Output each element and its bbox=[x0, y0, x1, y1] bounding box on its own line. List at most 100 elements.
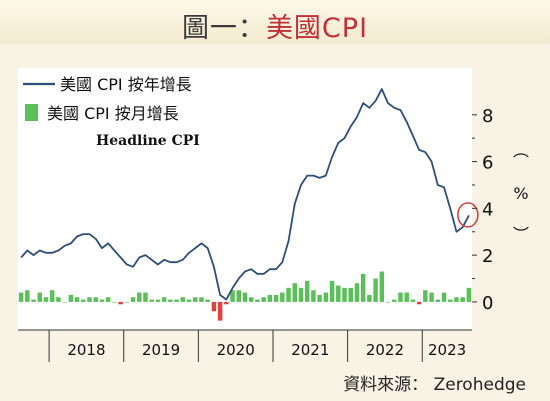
unit-percent: % bbox=[513, 184, 528, 203]
mom-bar bbox=[56, 297, 61, 302]
mom-bar bbox=[93, 297, 98, 302]
mom-bar bbox=[230, 290, 235, 302]
mom-bar bbox=[261, 297, 266, 302]
mom-bars bbox=[18, 271, 472, 321]
title-main: 美國CPI bbox=[265, 13, 369, 44]
mom-bar bbox=[423, 290, 428, 302]
mom-bar bbox=[441, 292, 447, 302]
mom-bar bbox=[199, 297, 204, 302]
mom-bar bbox=[155, 299, 161, 302]
mom-bar bbox=[447, 299, 453, 302]
mom-bar bbox=[416, 301, 422, 305]
mom-bar bbox=[460, 297, 465, 302]
x-year-label: 2020 bbox=[217, 341, 255, 359]
mom-bar bbox=[292, 283, 297, 302]
mom-bar bbox=[143, 292, 148, 302]
mom-bar bbox=[311, 290, 316, 302]
mom-bar bbox=[329, 280, 335, 302]
y-tick-label: 4 bbox=[482, 199, 493, 220]
unit-paren-close: ︶ bbox=[513, 225, 529, 244]
mom-bar bbox=[435, 299, 441, 302]
y-tick-label: 6 bbox=[482, 153, 493, 174]
mom-bar bbox=[248, 297, 254, 302]
x-year-label: 2021 bbox=[291, 341, 329, 359]
mom-bar bbox=[323, 292, 329, 302]
mom-bar bbox=[379, 271, 385, 302]
mom-bar bbox=[62, 301, 67, 303]
mom-bar bbox=[429, 292, 434, 302]
mom-bar bbox=[317, 294, 322, 302]
mom-bar bbox=[112, 301, 117, 303]
mom-bar bbox=[280, 292, 285, 302]
plot-background bbox=[18, 68, 472, 330]
mom-bar bbox=[130, 297, 136, 302]
title-banner: 圖一：美國CPI bbox=[0, 0, 550, 44]
mom-bar bbox=[255, 299, 260, 302]
mom-bar bbox=[404, 292, 409, 302]
mom-bar bbox=[174, 299, 179, 302]
legend-label-yoy: 美國 CPI 按年增長 bbox=[60, 75, 192, 94]
y-tick-label: 8 bbox=[482, 106, 493, 127]
mom-bar bbox=[37, 292, 43, 302]
mom-bar bbox=[224, 301, 229, 305]
mom-bar bbox=[392, 299, 397, 302]
mom-bar bbox=[354, 283, 360, 302]
source-note: 資料來源： Zerohedge bbox=[343, 375, 526, 395]
mom-bar bbox=[242, 292, 248, 302]
mom-bar bbox=[304, 280, 310, 302]
mom-bar bbox=[180, 297, 186, 302]
mom-bar bbox=[267, 294, 273, 302]
mom-bar bbox=[360, 273, 366, 302]
legend-label-mom: 美國 CPI 按月增長 bbox=[47, 104, 179, 123]
x-year-label: 2019 bbox=[142, 341, 180, 359]
mom-bar bbox=[466, 287, 472, 302]
mom-bar bbox=[124, 301, 130, 303]
mom-bar bbox=[193, 297, 198, 302]
mom-bar bbox=[217, 301, 223, 321]
mom-bar bbox=[286, 287, 291, 302]
highlight-circle bbox=[457, 202, 479, 228]
legend-swatch-mom bbox=[25, 104, 38, 121]
yoy-line-layer bbox=[20, 88, 479, 301]
mom-bar bbox=[118, 301, 123, 305]
mom-bar bbox=[149, 299, 154, 302]
mom-bar bbox=[105, 297, 111, 302]
chart-title: 圖一：美國CPI bbox=[0, 6, 550, 45]
x-year-label: 2018 bbox=[67, 341, 105, 359]
mom-bar bbox=[31, 299, 36, 302]
mom-bar bbox=[205, 299, 210, 302]
mom-bar bbox=[373, 278, 378, 302]
mom-bar bbox=[161, 297, 167, 302]
mom-bar bbox=[410, 299, 416, 302]
mom-bar bbox=[74, 297, 80, 302]
unit-paren-open: ︵ bbox=[513, 141, 529, 160]
mom-bar bbox=[342, 287, 347, 302]
mom-bar bbox=[236, 290, 242, 302]
mom-bar bbox=[385, 301, 391, 303]
mom-bar bbox=[348, 287, 353, 302]
mom-bar bbox=[367, 294, 372, 302]
mom-bar bbox=[168, 299, 173, 302]
mom-bar bbox=[68, 294, 74, 302]
mom-bar bbox=[211, 301, 217, 312]
mom-bar bbox=[25, 290, 30, 302]
mom-bar bbox=[336, 285, 341, 302]
mom-bar bbox=[43, 297, 49, 302]
mom-bar bbox=[87, 297, 92, 302]
y-tick-label: 2 bbox=[482, 246, 493, 267]
x-year-label: 2022 bbox=[366, 341, 404, 359]
mom-bar bbox=[49, 290, 55, 302]
y-tick-label: 0 bbox=[482, 293, 493, 314]
mom-bar bbox=[99, 299, 105, 302]
mom-bar bbox=[137, 292, 142, 302]
x-year-label: 2023 bbox=[428, 341, 466, 359]
axis-layer: 0 2 4 6 8 2018 2019 2020 2021 2022 2023 bbox=[18, 106, 493, 362]
yoy-line bbox=[20, 88, 470, 301]
mom-bar bbox=[18, 292, 24, 302]
mom-bar bbox=[298, 287, 304, 302]
mom-bar bbox=[454, 297, 459, 302]
headline-cpi-annotation: Headline CPI bbox=[96, 133, 200, 149]
mom-bar bbox=[186, 299, 192, 302]
